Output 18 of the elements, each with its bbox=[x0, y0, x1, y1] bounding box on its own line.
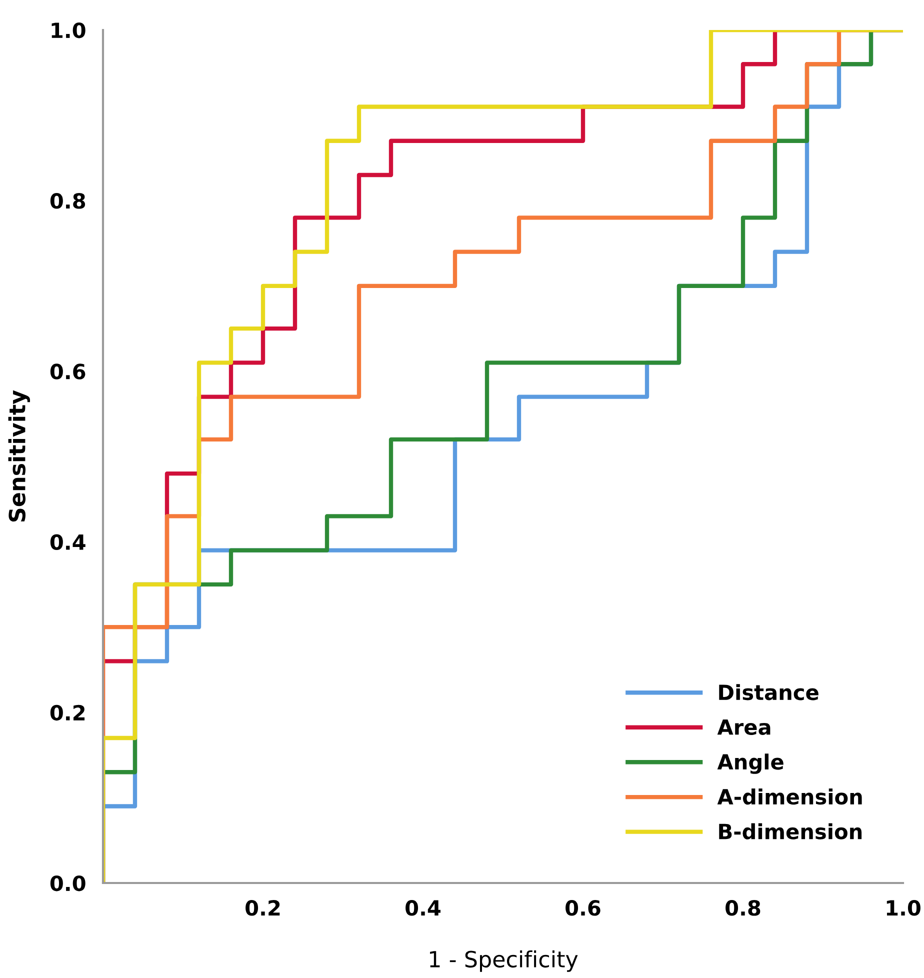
y-tick-label: 1.0 bbox=[52, 22, 86, 38]
legend-label: A-dimension bbox=[717, 788, 862, 805]
y-tick-label: 0.8 bbox=[50, 193, 86, 209]
legend-label: Angle bbox=[717, 754, 784, 774]
legend-label: Distance bbox=[719, 684, 818, 700]
x-tick-label: 0.2 bbox=[246, 900, 280, 916]
x-tick-label: 1.0 bbox=[886, 900, 920, 916]
y-tick-label: 0.6 bbox=[50, 364, 86, 380]
y-axis-title: Sensitivity bbox=[8, 390, 30, 522]
x-tick-label: 0.4 bbox=[406, 900, 440, 916]
legend-label: B-dimension bbox=[719, 823, 862, 840]
y-tick-label: 0.2 bbox=[50, 704, 85, 721]
y-tick-label: 0.0 bbox=[50, 875, 86, 892]
x-tick-label: 0.6 bbox=[566, 900, 600, 916]
x-axis-title: 1 - Specificity bbox=[430, 950, 578, 972]
x-tick-label: 0.8 bbox=[726, 900, 760, 916]
legend-label: Area bbox=[717, 719, 770, 735]
y-tick-label: 0.4 bbox=[50, 534, 86, 550]
